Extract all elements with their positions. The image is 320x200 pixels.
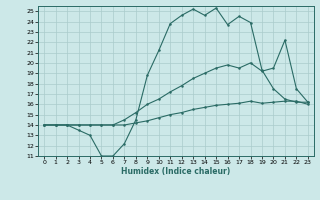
X-axis label: Humidex (Indice chaleur): Humidex (Indice chaleur): [121, 167, 231, 176]
